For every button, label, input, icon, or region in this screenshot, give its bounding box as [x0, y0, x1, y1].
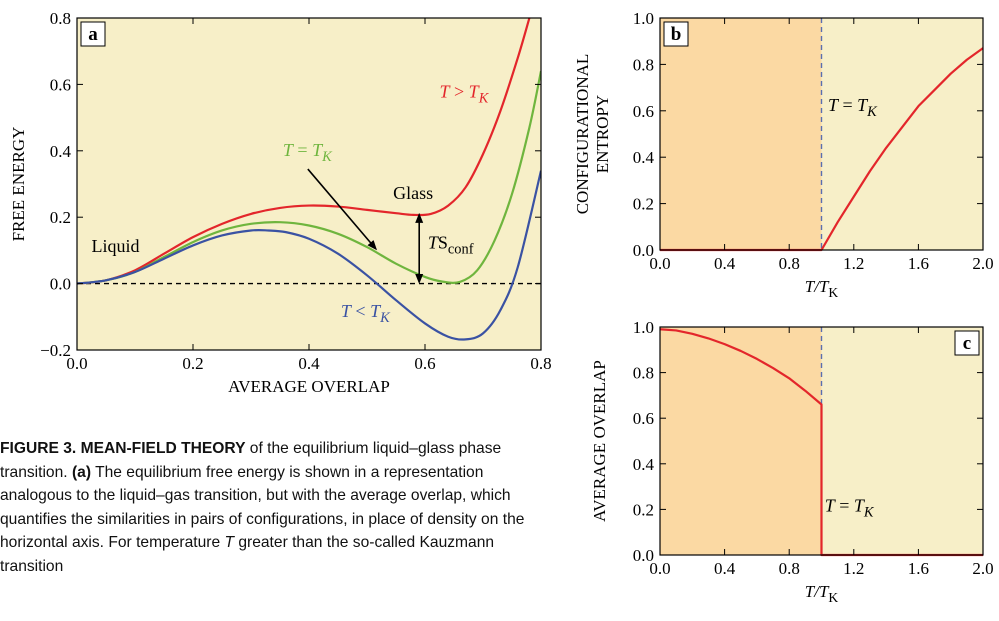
y-tick-label-a: −0.2	[40, 341, 71, 360]
x-tick-label-a: 0.4	[298, 354, 320, 373]
x-axis-label-a: AVERAGE OVERLAP	[228, 377, 390, 396]
y-tick-label-c: 0.0	[633, 546, 654, 565]
y-tick-label-b: 0.6	[633, 102, 654, 121]
x-tick-label-b: 0.4	[714, 254, 736, 273]
annotation-c: T = TK	[825, 496, 875, 521]
y-tick-label-a: 0.8	[50, 9, 71, 28]
y-axis-label-c: AVERAGE OVERLAP	[590, 360, 609, 522]
y-tick-label-c: 1.0	[633, 318, 654, 337]
panel-label-b: b	[671, 24, 682, 45]
plot-frame-c	[659, 326, 984, 556]
x-tick-label-c: 1.6	[908, 559, 929, 578]
annotation-b: T = TK	[828, 95, 878, 120]
arrow-to-green-curve	[307, 168, 377, 251]
y-tick-label-b: 1.0	[633, 9, 654, 28]
x-tick-label-a: 0.6	[414, 354, 435, 373]
annotation-a-2: T < TK	[341, 301, 391, 326]
x-axis-label-c: T/TK	[805, 582, 839, 605]
x-tick-label-a: 0.8	[530, 354, 551, 373]
panel-label-c: c	[963, 333, 971, 354]
series-line-c-0	[659, 328, 983, 557]
annotation-a-4: Glass	[393, 183, 433, 203]
x-tick-label-c: 2.0	[972, 559, 993, 578]
y-tick-label-a: 0.4	[50, 142, 72, 161]
x-tick-label-c: 0.8	[779, 559, 800, 578]
caption-text-1: of the equilibrium liquid–glass phase tr…	[0, 440, 502, 481]
curves-a	[77, 18, 541, 341]
y-tick-label-a: 0.0	[50, 275, 71, 294]
x-tick-label-b: 0.0	[649, 254, 670, 273]
x-tick-label-c: 0.4	[714, 559, 736, 578]
panel-label-a: a	[88, 24, 98, 45]
series-line-a-1	[77, 70, 541, 285]
y-tick-label-c: 0.4	[633, 455, 655, 474]
y-axis-label-b-0: CONFIGURATIONAL	[573, 54, 592, 215]
glass-region-b	[660, 18, 822, 250]
y-axis-label-b-1: ENTROPY	[593, 95, 612, 173]
x-axis-label-b: T/TK	[805, 277, 839, 300]
caption-text-2: The equilibrium free energy is shown in …	[0, 463, 525, 552]
y-tick-label-a: 0.2	[50, 208, 71, 227]
y-tick-label-c: 0.6	[633, 409, 654, 428]
x-tick-label-b: 1.6	[908, 254, 929, 273]
figure-caption: FIGURE 3. MEAN-FIELD THEORY of the equil…	[0, 437, 550, 621]
caption-bold-a: (a)	[71, 463, 92, 481]
y-axis-label-a: FREE ENERGY	[9, 127, 28, 242]
panel-label-box-c	[954, 330, 980, 356]
annotation-a-3: Liquid	[92, 236, 140, 256]
annotation-a-0: T > TK	[440, 82, 490, 107]
panel-label-box-a	[80, 21, 106, 47]
series-line-a-0	[77, 18, 531, 285]
annotation-a-1: T = TK	[283, 140, 333, 165]
y-tick-label-c: 0.8	[633, 364, 654, 383]
y-tick-label-b: 0.2	[633, 195, 654, 214]
y-tick-label-b: 0.0	[633, 241, 654, 260]
caption-T: T	[224, 534, 235, 551]
series-line-a-2	[77, 170, 541, 341]
caption-text-3: greater than the so-called Kauzmann tran…	[0, 534, 495, 575]
glass-region-c	[660, 327, 822, 555]
x-tick-label-c: 0.0	[649, 559, 670, 578]
x-tick-label-b: 1.2	[843, 254, 864, 273]
x-tick-label-b: 2.0	[972, 254, 993, 273]
y-tick-label-b: 0.8	[633, 55, 654, 74]
panel-label-box-b	[663, 21, 689, 47]
x-tick-label-c: 1.2	[843, 559, 864, 578]
plot-frame-b	[659, 17, 984, 251]
plot-area-a	[77, 18, 541, 350]
y-tick-label-b: 0.4	[633, 148, 655, 167]
series-line-b-0	[660, 47, 984, 252]
panel-a: T > TK T = TK T < TK Liquid Glass TSconf 0.0 0.…	[9, 9, 552, 396]
panel-c: T = TK 0.0 0.4 0.8 1.2 1.6 2.0 0.0 0.2 0.4 0.6 0.8 1…	[590, 318, 994, 605]
caption-heading: FIGURE 3. MEAN-FIELD THEORY	[0, 440, 246, 457]
x-tick-label-b: 0.8	[779, 254, 800, 273]
y-tick-label-c: 0.2	[633, 500, 654, 519]
x-tick-label-a: 0.2	[182, 354, 203, 373]
y-tick-label-a: 0.6	[50, 75, 71, 94]
x-tick-label-a: 0.0	[66, 354, 87, 373]
panel-b: T = TK 0.0 0.4 0.8 1.2 1.6 2.0 0.0 0.2 0.4 0.6 0.8 1…	[573, 9, 994, 300]
annotation-a-5: TSconf	[428, 233, 474, 258]
